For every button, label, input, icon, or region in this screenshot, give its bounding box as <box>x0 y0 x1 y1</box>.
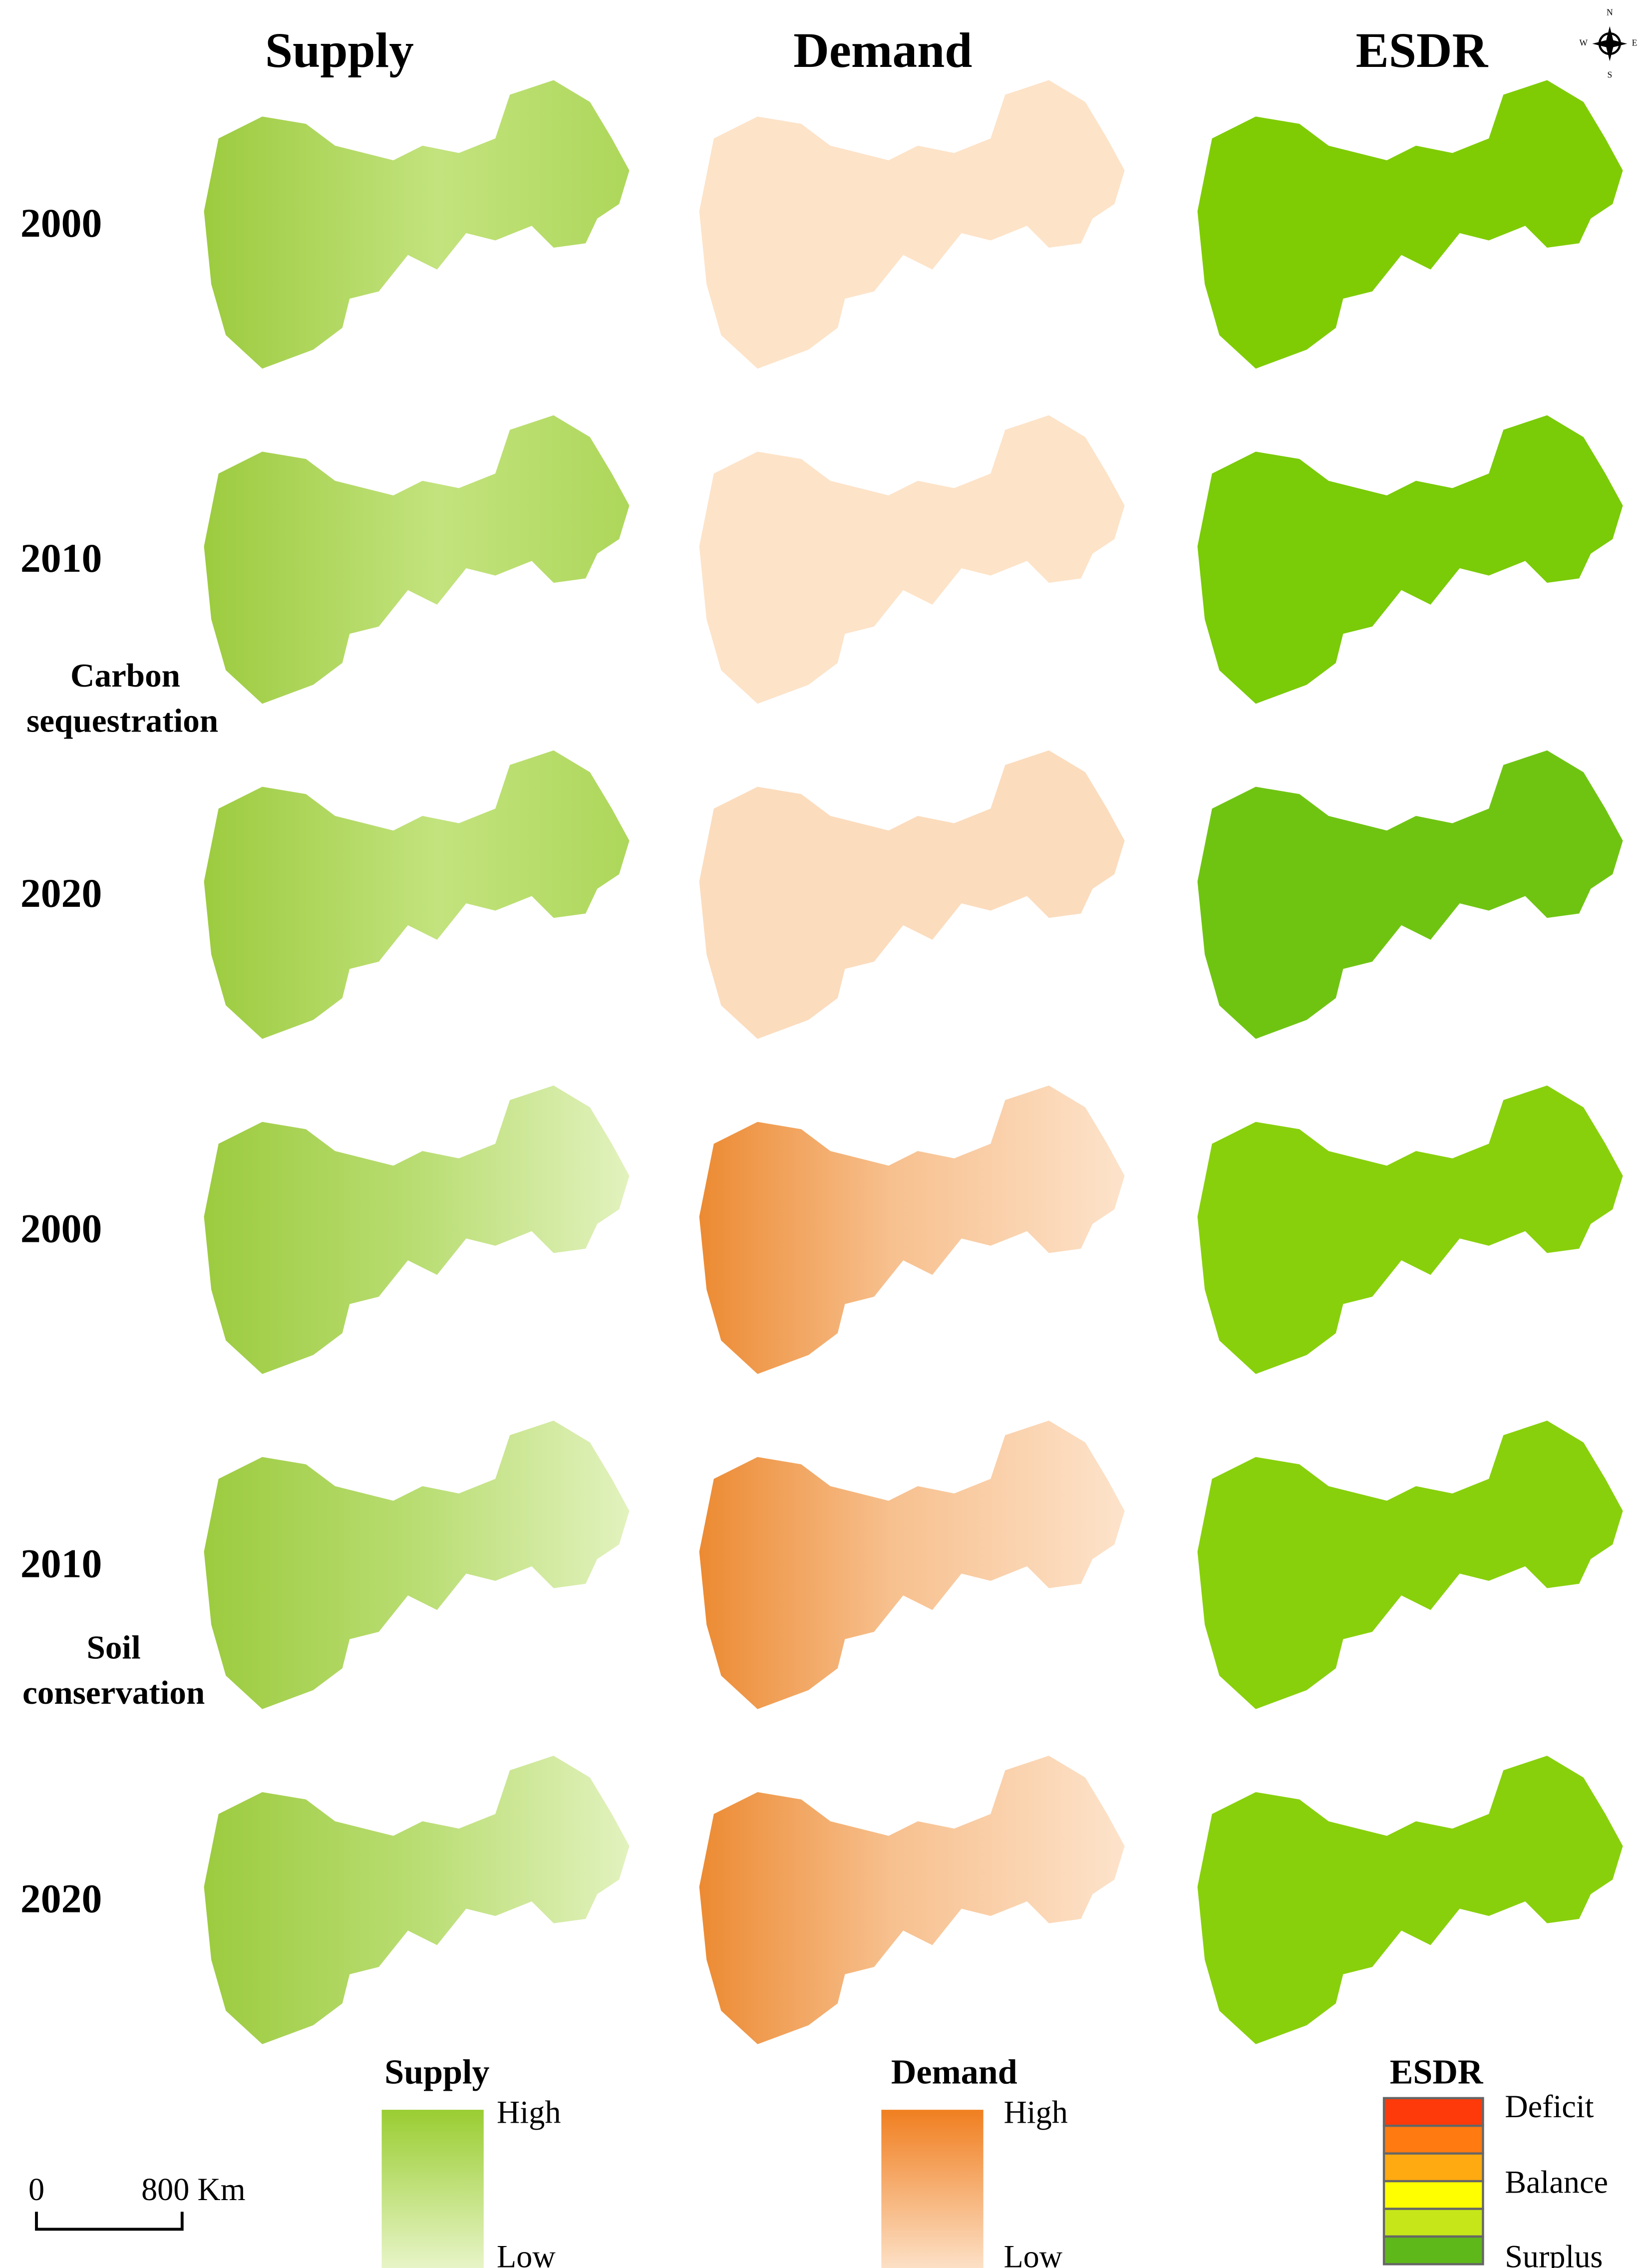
legend-label: Surplus <box>1505 2239 1603 2268</box>
map-panel <box>699 1756 1125 2044</box>
row-label: 2000 <box>20 200 102 246</box>
legend-swatch <box>1382 2208 1484 2238</box>
compass-e: E <box>1632 38 1638 48</box>
row-label: 2020 <box>20 1876 102 1921</box>
map-panel <box>204 415 630 704</box>
row-label: 2000 <box>20 1205 102 1251</box>
legend-label: Low <box>497 2239 556 2268</box>
legend-title: Demand <box>891 2053 1017 2092</box>
legend-ramp <box>881 2110 984 2268</box>
map-panel <box>699 750 1125 1039</box>
legend-title: Supply <box>384 2053 489 2092</box>
group-label: Carbon <box>70 657 180 694</box>
group-label: conservation <box>22 1674 205 1711</box>
row-label: 2020 <box>20 870 102 916</box>
map-panel <box>204 1085 630 1374</box>
scale-bar: 0 800 Km <box>28 2172 246 2231</box>
map-panel <box>1197 1756 1623 2044</box>
compass-w: W <box>1580 38 1588 48</box>
compass-s: S <box>1607 70 1612 80</box>
scale-line <box>35 2212 184 2231</box>
map-panel <box>1197 80 1623 369</box>
map-panel <box>699 1420 1125 1709</box>
legend-swatch <box>1382 2180 1484 2210</box>
map-panel <box>204 80 630 369</box>
group-label: sequestration <box>26 702 218 740</box>
legend-label: Balance <box>1505 2165 1608 2200</box>
map-panel <box>1197 750 1623 1039</box>
compass-n: N <box>1607 7 1613 17</box>
compass: N E S W <box>1580 7 1638 79</box>
map-panel <box>1197 415 1623 704</box>
map-panel <box>1197 1420 1623 1709</box>
row-label: 2010 <box>20 1540 102 1586</box>
map-panel <box>699 80 1125 369</box>
legend-label: High <box>497 2095 561 2130</box>
map-panel <box>204 1756 630 2044</box>
map-panel <box>204 750 630 1039</box>
legend-label: Deficit <box>1505 2089 1594 2124</box>
map-panel <box>699 415 1125 704</box>
legend-label: High <box>1003 2095 1067 2130</box>
legend-swatch <box>1382 2125 1484 2155</box>
map-grid: 2000 2010 2020 2000 2010 2020 <box>20 80 1623 2044</box>
column-header: ESDR <box>1356 23 1489 78</box>
row-label: 2010 <box>20 535 102 581</box>
esdr-legend: ESDR Deficit Balance Surplus <box>1382 2053 1608 2268</box>
legend-swatch <box>1382 2152 1484 2183</box>
column-header: Demand <box>793 23 972 78</box>
supply-legend: Supply High Low <box>381 2053 561 2268</box>
group-label: Soil <box>87 1628 141 1666</box>
map-panel <box>204 1420 630 1709</box>
legend-swatch <box>1382 2097 1484 2127</box>
map-panel <box>699 1085 1125 1374</box>
legend-ramp <box>381 2110 484 2268</box>
column-header: Supply <box>265 23 414 78</box>
legend-label: Low <box>1003 2239 1062 2268</box>
scale-start: 0 <box>28 2172 44 2207</box>
scale-end: 800 Km <box>141 2172 246 2207</box>
demand-legend: Demand High Low <box>881 2053 1068 2268</box>
map-panel <box>1197 1085 1623 1374</box>
compass-star <box>1592 26 1628 61</box>
legend-swatch <box>1382 2235 1484 2266</box>
legend-title: ESDR <box>1390 2053 1484 2092</box>
